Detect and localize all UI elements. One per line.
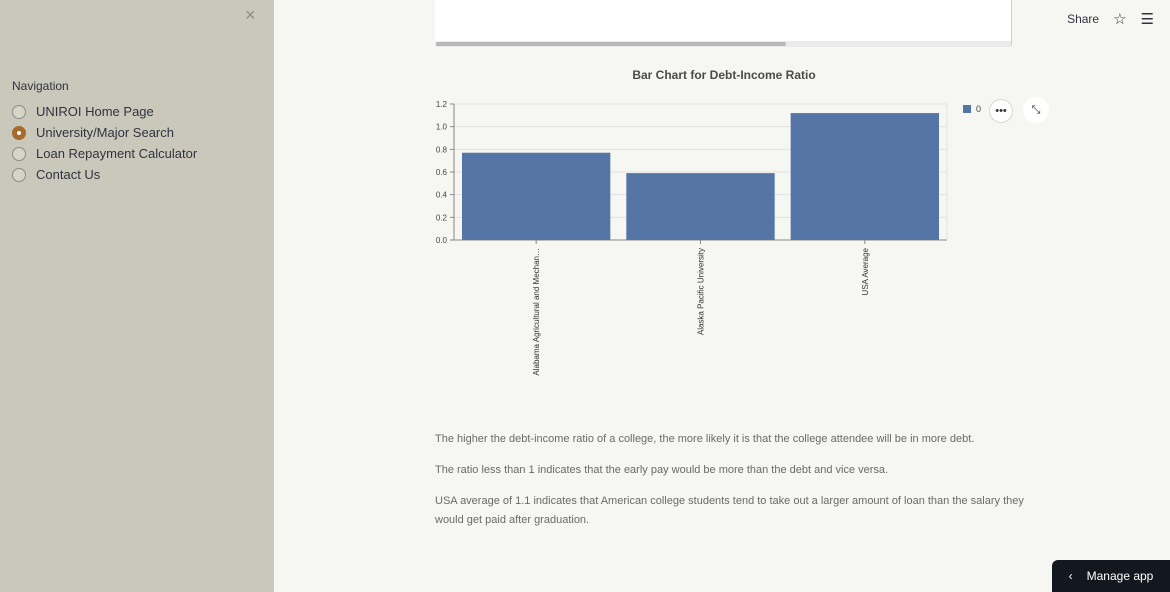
y-tick-label: 0.4 bbox=[436, 191, 448, 200]
more-options-button[interactable]: ••• bbox=[989, 99, 1013, 123]
scrollbar-thumb[interactable] bbox=[436, 42, 786, 46]
y-tick-label: 0.0 bbox=[436, 236, 448, 245]
menu-icon[interactable]: ☰ bbox=[1140, 11, 1154, 28]
chevron-left-icon: ‹ bbox=[1068, 569, 1073, 583]
explanation-text: The higher the debt-income ratio of a co… bbox=[435, 430, 1025, 542]
y-tick-label: 0.2 bbox=[436, 213, 448, 222]
radio-icon[interactable] bbox=[12, 167, 26, 182]
radio-icon[interactable] bbox=[12, 104, 26, 119]
close-icon[interactable]: × bbox=[245, 5, 256, 25]
nav-item-calculator[interactable]: Loan Repayment Calculator bbox=[12, 143, 197, 164]
toolbar: Share ☆ ☰ bbox=[1067, 10, 1154, 28]
chart-legend: 0 bbox=[963, 104, 981, 114]
bar bbox=[790, 113, 939, 240]
y-tick-label: 0.8 bbox=[436, 145, 448, 154]
bar bbox=[462, 152, 611, 240]
main-content: Share ☆ ☰ Bar Chart for Debt-Income Rati… bbox=[274, 0, 1170, 592]
manage-app-button[interactable]: ‹ Manage app bbox=[1052, 560, 1170, 592]
nav-item-label: University/Major Search bbox=[36, 125, 174, 140]
manage-app-label: Manage app bbox=[1086, 569, 1154, 583]
y-tick-label: 1.2 bbox=[436, 100, 448, 109]
nav-item-contact[interactable]: Contact Us bbox=[12, 164, 197, 185]
y-tick-label: 1.0 bbox=[436, 123, 448, 132]
bar-chart: 0.0 0.2 0.4 0.6 0.8 1.0 1.2 Alabama Agricultura… bbox=[414, 92, 954, 402]
note-paragraph: USA average of 1.1 indicates that Americ… bbox=[435, 495, 1024, 526]
radio-selected-icon[interactable] bbox=[12, 125, 26, 140]
nav-item-label: Loan Repayment Calculator bbox=[36, 146, 198, 161]
legend-label: 0 bbox=[976, 104, 982, 114]
chart-title: Bar Chart for Debt-Income Ratio bbox=[632, 68, 816, 82]
note-paragraph: The higher the debt-income ratio of a co… bbox=[435, 433, 975, 445]
y-tick-label: 0.6 bbox=[436, 168, 448, 177]
share-button[interactable]: Share bbox=[1067, 12, 1100, 26]
note-paragraph: The ratio less than 1 indicates that the… bbox=[435, 464, 889, 476]
x-tick-label: USA Average bbox=[861, 247, 870, 295]
nav-radio-group: UNIROI Home Page University/Major Search… bbox=[12, 101, 197, 185]
chart-svg: 0.0 0.2 0.4 0.6 0.8 1.0 1.2 Alabama Agricultura… bbox=[436, 100, 948, 376]
expand-icon: ⤡ bbox=[1031, 103, 1041, 116]
nav-item-label: UNIROI Home Page bbox=[36, 104, 154, 119]
embedded-frame bbox=[435, 0, 1012, 46]
legend-swatch bbox=[963, 105, 971, 113]
star-icon[interactable]: ☆ bbox=[1113, 11, 1127, 28]
more-icon: ••• bbox=[995, 105, 1007, 117]
nav-item-search[interactable]: University/Major Search bbox=[12, 122, 197, 143]
sidebar: × Navigation UNIROI Home Page University… bbox=[0, 0, 274, 592]
nav-item-label: Contact Us bbox=[36, 167, 101, 182]
horizontal-scrollbar[interactable] bbox=[435, 41, 1011, 47]
radio-icon[interactable] bbox=[12, 146, 26, 161]
bar bbox=[626, 173, 775, 240]
nav-title: Navigation bbox=[12, 79, 69, 93]
fullscreen-button[interactable]: ⤡ bbox=[1023, 97, 1049, 123]
x-tick-label: Alaska Pacific University bbox=[697, 248, 706, 335]
x-tick-label: Alabama Agricultural and Mechan… bbox=[532, 248, 541, 376]
nav-item-home[interactable]: UNIROI Home Page bbox=[12, 101, 197, 122]
